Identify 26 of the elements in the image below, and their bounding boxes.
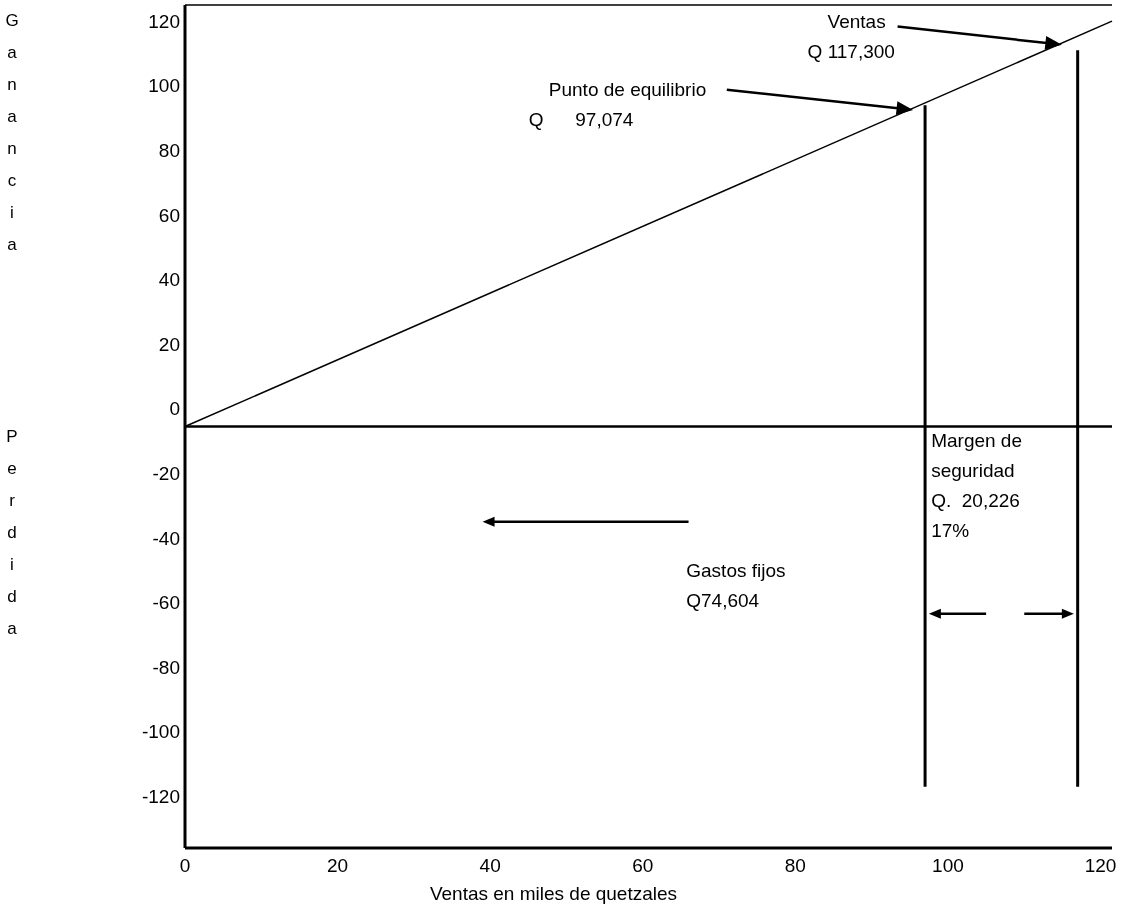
annotation: Gastos fijos Q74,604 xyxy=(686,559,786,611)
y-tick-label: -80 xyxy=(152,656,180,678)
x-tick-label: 80 xyxy=(784,855,806,876)
y-tick-label: -100 xyxy=(141,721,180,743)
y-tick-label: 0 xyxy=(169,398,180,420)
y-tick-label: 60 xyxy=(158,204,180,226)
y-tick-label: 100 xyxy=(148,75,180,97)
annotation: Margen de seguridad Q. 20,226 17% xyxy=(931,429,1023,541)
y-tick-label: 40 xyxy=(158,269,180,291)
annotation: Punto de equilibrio Q 97,074 xyxy=(528,78,707,130)
x-tick-label: 60 xyxy=(632,855,654,876)
y-tick-label: -40 xyxy=(152,527,180,549)
x-tick-label: 20 xyxy=(327,855,349,876)
y-tick-label: -120 xyxy=(141,785,180,807)
y-tick-label: -60 xyxy=(152,592,180,614)
text: Perdida xyxy=(6,427,18,638)
x-tick-label: 40 xyxy=(479,855,501,876)
x-tick-label: 100 xyxy=(932,855,964,876)
annotation: Ventas Q 117,300 xyxy=(807,11,895,63)
x-axis-title: Ventas en miles de quetzales xyxy=(429,883,678,904)
x-tick-label: 120 xyxy=(1084,855,1117,876)
y-tick-label: 80 xyxy=(158,139,180,161)
text: Ganancia xyxy=(5,11,19,254)
y-tick-label: -20 xyxy=(152,462,180,484)
y-tick-label: 120 xyxy=(148,10,180,32)
y-tick-label: 20 xyxy=(158,333,180,355)
